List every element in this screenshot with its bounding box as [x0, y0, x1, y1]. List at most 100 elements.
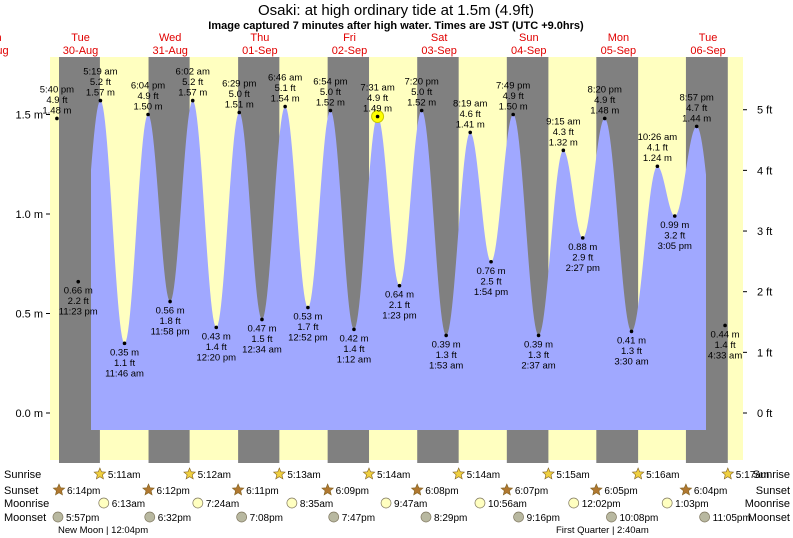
sunset-event: 6:09pm [321, 483, 369, 497]
tide-point-label: 4.7 ft [686, 103, 707, 114]
low-tide-point: 0.99 m3.2 ft3:05 pm [658, 214, 692, 252]
tide-point-dot [629, 329, 634, 334]
sunrise-event: 5:12am [183, 467, 231, 481]
tide-point-dot [536, 333, 541, 338]
moonset-event: 10:08pm [606, 511, 658, 524]
y-tick-label-right: 4 ft [757, 165, 772, 177]
moonrise-time: 8:35am [300, 499, 333, 510]
moon-icon [420, 511, 432, 523]
sunset-event: 6:05pm [589, 483, 638, 497]
sun-icon [679, 483, 693, 496]
moon-icon [474, 497, 486, 509]
sunset-event: 6:08pm [410, 483, 459, 497]
moonset-row-label-right: Moonset [748, 512, 790, 524]
moonrise-event: 1:03pm [661, 497, 709, 510]
day-labels: Mon29-AugTue30-AugWed31-AugThu01-SepFri0… [0, 32, 726, 57]
sunset-time: 6:14pm [67, 486, 100, 497]
tide-point-dot [55, 116, 59, 121]
sun-icon [452, 467, 466, 480]
sun-icon [721, 467, 735, 480]
tide-point-label: 1.54 m [271, 94, 300, 105]
low-tide-point: 0.39 m1.3 ft2:37 am [521, 333, 556, 371]
tide-point-label: 1:23 pm [382, 311, 416, 322]
tide-point-label: 6:04 pm [131, 81, 165, 92]
tide-point-label: 7:49 pm [496, 81, 530, 92]
tide-point-label: 4.9 ft [46, 95, 67, 106]
tide-point-label: 5.1 ft [275, 83, 296, 94]
tide-point-label: 5.0 ft [320, 87, 341, 98]
tide-point-label: 1:54 pm [474, 287, 508, 298]
tide-point-dot [76, 279, 81, 284]
tide-point-label: 0.76 m [477, 266, 506, 277]
tide-point-dot [190, 98, 195, 103]
sunset-time: 6:04pm [694, 486, 727, 497]
tide-point-label: 2:37 am [521, 360, 555, 371]
day-date: 05-Sep [601, 45, 636, 57]
day-name: Wed [159, 32, 181, 44]
tide-point-dot [419, 108, 424, 113]
tide-point-label: 0.56 m [156, 306, 185, 317]
sunset-time: 6:11pm [246, 486, 279, 497]
moonrise-row-label-right: Moonrise [745, 498, 790, 510]
sun-icon [142, 483, 155, 496]
tide-point-label: 1.32 m [549, 137, 578, 148]
tide-point-label: 11:58 pm [151, 327, 190, 338]
day-name: Fri [343, 32, 356, 44]
moon-icon [192, 497, 204, 509]
tide-point-label: 5.0 ft [229, 89, 250, 100]
moon-icon [380, 497, 392, 509]
tide-point-label: 6:29 pm [222, 79, 256, 90]
tide-point-dot [328, 108, 333, 113]
moon-icon [98, 497, 110, 509]
sunrise-row-label-right: Sunrise [753, 469, 790, 481]
high-tide-point: 7:20 pm5.0 ft1.52 m [405, 77, 439, 113]
moonset-event: 7:47pm [328, 511, 375, 524]
tide-point-label: 9:15 am [546, 116, 580, 127]
sun-icon [410, 483, 424, 496]
tide-point-dot [352, 327, 356, 332]
tide-point-label: 11:46 am [105, 368, 144, 379]
day-name: Mon [608, 32, 629, 44]
moonset-event: 8:29pm [420, 511, 467, 524]
tide-point-label: 5:19 am [83, 67, 117, 78]
tide-point-label: 0.39 m [432, 339, 461, 350]
tide-point-dot [237, 110, 242, 115]
moonset-time: 9:16pm [527, 513, 560, 524]
tide-point-dot [146, 112, 150, 117]
tide-point-dot [723, 323, 727, 328]
moonrise-time: 1:03pm [675, 499, 708, 510]
tide-point-dot [306, 305, 310, 310]
tide-point-dot [561, 148, 566, 153]
sunrise-time: 5:11am [108, 470, 141, 481]
sunset-event: 6:04pm [679, 483, 727, 497]
moon-icon [568, 497, 580, 509]
sunrise-event: 5:11am [93, 467, 141, 481]
moonrise-row-label: Moonrise [4, 498, 49, 510]
moonset-time: 8:29pm [434, 513, 467, 524]
tide-point-label: 1.57 m [178, 88, 207, 99]
tide-point-dot [468, 130, 473, 135]
tide-point-label: 1.3 ft [436, 350, 457, 361]
moon-phase-label: New Moon | 12:04pm [58, 525, 148, 536]
moonset-time: 11:05pm [713, 513, 751, 524]
tide-point-label: 0.99 m [660, 220, 689, 231]
tide-point-label: 0.44 m [711, 329, 740, 340]
moon-phase-label: First Quarter | 2:40am [556, 525, 649, 536]
sun-icon [52, 483, 66, 496]
moonset-time: 5:57pm [66, 513, 99, 524]
tide-point-label: 1.8 ft [160, 316, 181, 327]
sun-icon [93, 467, 107, 480]
tide-point-label: 12:34 am [242, 344, 282, 355]
moonrise-event: 10:56am [474, 497, 527, 510]
day-date: 03-Sep [421, 45, 456, 57]
sunrise-row-label: Sunrise [4, 469, 41, 481]
tide-point-label: 1.44 m [682, 113, 711, 124]
tide-point-label: 2.2 ft [68, 296, 89, 307]
tide-point-label: 12:52 pm [288, 333, 328, 344]
sunset-row-label: Sunset [4, 485, 38, 497]
moonrise-event: 12:02pm [568, 497, 621, 510]
tide-point-label: 0.64 m [385, 290, 414, 301]
day-name: Tue [699, 32, 718, 44]
